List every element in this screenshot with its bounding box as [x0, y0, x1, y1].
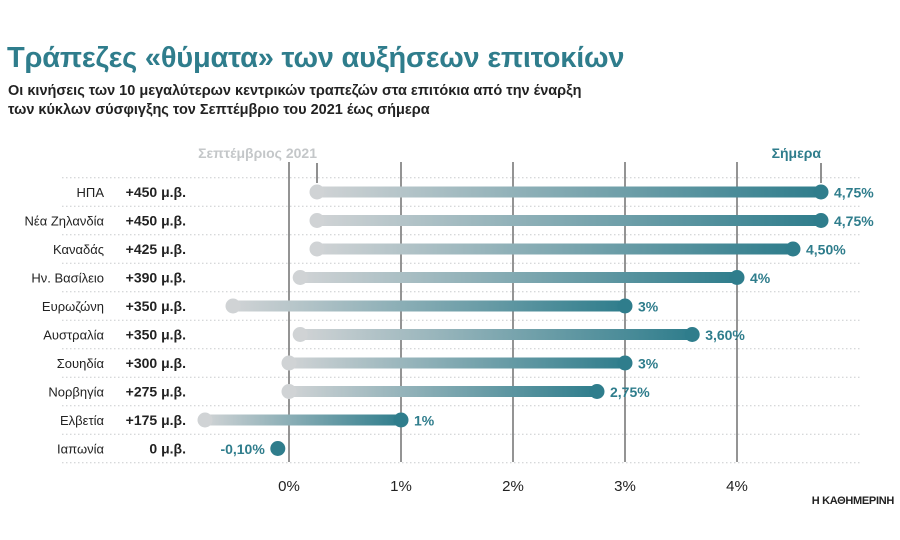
chart-row: Ην. Βασίλειο +390 μ.β. 4% [31, 270, 770, 287]
chart-row: Νέα Ζηλανδία +450 μ.β. 4,75% [25, 213, 875, 230]
start-dot [281, 384, 297, 399]
chart-row: Καναδάς +425 μ.β. 4,50% [53, 241, 846, 258]
legend: Σεπτέμβριος 2021 Σήμερα [198, 145, 822, 183]
country-label: Νέα Ζηλανδία [25, 214, 105, 229]
country-label: Ην. Βασίλειο [31, 271, 104, 286]
legend-start-label: Σεπτέμβριος 2021 [198, 145, 317, 161]
x-tick-label: 4% [726, 478, 748, 495]
end-dot [617, 298, 633, 314]
country-label: Ελβετία [60, 413, 104, 428]
end-value-label: 4% [750, 270, 771, 286]
country-label: ΗΠΑ [77, 185, 105, 200]
end-dot [785, 241, 801, 257]
legend-end-label: Σήμερα [772, 145, 822, 161]
end-value-label: 3% [638, 356, 659, 372]
start-dot [309, 213, 325, 228]
end-dot [813, 184, 829, 200]
country-label: Ευρωζώνη [42, 299, 104, 314]
start-dot [292, 270, 308, 285]
chart-row: Νορβηγία +275 μ.β. 2,75% [48, 384, 650, 401]
grid-lines [62, 162, 860, 464]
change-label: +275 μ.β. [126, 384, 186, 400]
end-dot [813, 213, 829, 228]
change-label: +390 μ.β. [126, 270, 186, 286]
chart-title: Τράπεζες «θύματα» των αυξήσεων επιτοκίων [7, 42, 625, 74]
start-dot [292, 327, 308, 342]
end-value-label: 4,50% [806, 242, 846, 258]
end-value-label: 1% [414, 413, 435, 429]
chart-row: Σουηδία +300 μ.β. 3% [57, 355, 659, 372]
end-dot [684, 327, 700, 342]
change-label: +450 μ.β. [126, 213, 186, 229]
x-tick-label: 3% [614, 478, 636, 495]
change-label: +350 μ.β. [126, 298, 186, 314]
country-label: Ιαπωνία [57, 442, 104, 457]
start-dot [281, 355, 297, 371]
end-value-label: -0,10% [220, 441, 265, 457]
chart-row: Ελβετία +175 μ.β. 1% [60, 412, 435, 429]
end-dot [270, 441, 286, 456]
country-label: Σουηδία [57, 356, 105, 371]
start-dot [197, 412, 213, 428]
change-label: +300 μ.β. [126, 355, 186, 371]
end-dot [617, 355, 633, 371]
end-dot [393, 412, 409, 428]
end-value-label: 3,60% [705, 327, 745, 343]
end-dot [729, 270, 745, 285]
start-dot [225, 298, 241, 314]
subtitle-line-1: Οι κινήσεις των 10 μεγαλύτερων κεντρικών… [8, 83, 582, 99]
chart-rows: ΗΠΑ +450 μ.β. 4,75% Νέα Ζηλανδία +450 μ.β. 4,… [25, 184, 875, 457]
source-credit: Η ΚΑΘΗΜΕΡΙΝΗ [811, 495, 895, 507]
change-label: +175 μ.β. [126, 412, 186, 428]
x-axis: 0% 1% 2% 3% 4% [278, 478, 748, 495]
change-label: +350 μ.β. [126, 327, 186, 343]
change-label: 0 μ.β. [149, 441, 186, 457]
country-label: Αυστραλία [43, 328, 104, 343]
end-value-label: 2,75% [610, 384, 650, 400]
chart-row: ΗΠΑ +450 μ.β. 4,75% [77, 184, 875, 201]
subtitle-line-2: των κύκλων σύσφιγξης τον Σεπτέμβριο του … [8, 102, 430, 118]
x-tick-label: 0% [278, 478, 300, 495]
end-value-label: 4,75% [834, 185, 874, 201]
chart-row: Ευρωζώνη +350 μ.β. 3% [42, 298, 659, 315]
x-tick-label: 2% [502, 478, 524, 495]
chart-subtitle: Οι κινήσεις των 10 μεγαλύτερων κεντρικών… [8, 82, 608, 120]
start-dot [309, 184, 325, 200]
start-dot [309, 241, 325, 257]
end-value-label: 3% [638, 299, 659, 315]
change-label: +450 μ.β. [126, 184, 186, 200]
end-value-label: 4,75% [834, 213, 874, 229]
country-label: Καναδάς [53, 242, 104, 257]
change-label: +425 μ.β. [126, 241, 186, 257]
x-tick-label: 1% [390, 478, 412, 495]
end-dot [589, 384, 605, 399]
country-label: Νορβηγία [48, 385, 104, 400]
chart-row: Αυστραλία +350 μ.β. 3,60% [43, 327, 745, 344]
chart-row: Ιαπωνία 0 μ.β. -0,10% [57, 441, 286, 457]
